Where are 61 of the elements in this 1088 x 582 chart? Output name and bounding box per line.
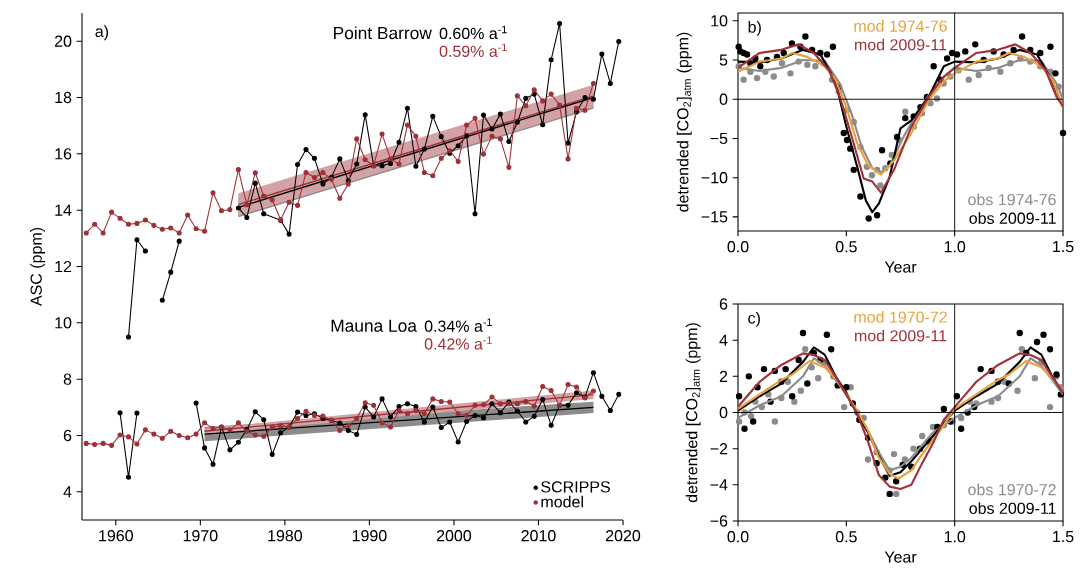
y-tick-label: 10 [55,317,72,329]
y-tick-label: 4 [719,334,728,346]
annotation: 0.59% a$^{-1}$ [439,43,507,57]
y-axis-title: ASC (ppm) [30,227,46,307]
text: mod 1970-72 [854,311,947,323]
x-tick-label: 0.0 [727,531,749,543]
x-tick-label: 1970 [183,530,218,542]
x-tick-label: 2000 [436,530,472,542]
y-tick-label: 18 [55,91,72,104]
x-tick-label: 1990 [352,530,387,542]
x-axis-title: Year [884,261,917,273]
y-tick-label: 5 [719,54,728,66]
legend-label: SCRIPPS [541,481,610,493]
y-tick-label: −2 [710,443,728,455]
y-tick-label: 20 [54,35,72,47]
annotation: 0.34% a$^{-1}$ [424,318,492,332]
annotation: 0.42% a$^{-1}$ [424,336,492,350]
y-tick-label: −6 [710,515,728,527]
y-tick-label: 16 [55,148,72,160]
text: obs 2009-11 [969,212,1056,224]
x-axis-title: Year [884,551,917,563]
text: obs 1970-72 [968,483,1056,496]
y-tick-label: 0 [719,93,728,105]
legend-label: model [541,495,583,508]
y-tick-label: 14 [55,204,72,216]
annotation: b) [748,20,761,36]
x-tick-label: 1.0 [944,531,966,543]
annotation: Mauna Loa [331,319,417,332]
annotation: 0.60% a$^{-1}$ [439,25,507,40]
annotation: Point Barrow [334,26,432,40]
y-tick-label: −15 [701,211,728,223]
y-tick-label: 8 [63,373,72,385]
y-tick-label: 12 [55,260,72,273]
text: obs 1974-76 [968,193,1056,206]
x-tick-label: 1980 [268,530,303,542]
y-tick-label: 0 [719,406,728,419]
x-tick-label: 2010 [521,530,556,542]
x-tick-label: 2020 [605,530,641,542]
x-tick-label: 1.5 [1053,241,1074,253]
series-label: mod 2009-11 [855,38,947,51]
annotation: a) [95,25,109,41]
text: obs 2009-11 [969,502,1056,514]
y-axis-title: detrended [CO$_{2}$]$_{atm}$ (ppm) [676,32,692,212]
y-tick-label: −10 [701,172,728,184]
y-tick-label: 10 [711,15,728,27]
y-tick-label: 2 [719,370,728,382]
y-tick-label: 4 [63,486,72,498]
text: mod 2009-11 [855,329,947,342]
y-tick-label: −5 [710,132,728,145]
y-tick-label: 6 [63,429,72,442]
x-tick-label: 1.5 [1053,531,1074,543]
y-tick-label: −4 [710,479,728,491]
x-tick-label: 0.5 [835,531,857,543]
annotation: c) [748,311,760,327]
y-tick-label: 6 [719,298,728,310]
text: mod 1974-76 [854,20,947,32]
x-tick-label: 1960 [99,530,133,542]
x-tick-label: 1.0 [944,241,966,253]
x-tick-label: 0.0 [727,241,749,253]
y-axis-title: detrended [CO$_{2}$]$_{atm}$ (ppm) [685,323,701,503]
x-tick-label: 0.5 [835,241,857,253]
